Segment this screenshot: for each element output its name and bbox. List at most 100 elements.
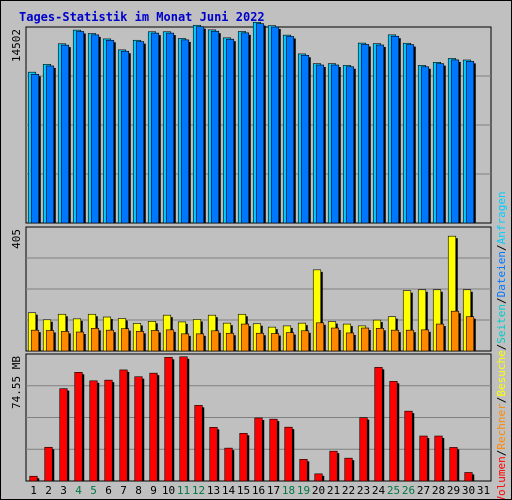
x-tick-label: 31 [477,484,490,497]
bar-rechner-day-16 [255,332,265,352]
bar-volumen-day-19 [299,459,308,482]
bar-volumen-day-13 [209,427,218,482]
bar-volumen-day-29 [449,447,458,482]
bar-rechner-day-27 [420,329,430,352]
bar-dateien-day-17 [270,26,280,224]
bar-volumen-day-3 [59,388,68,482]
bar-dateien-day-21 [330,64,340,224]
legend-sep-5: / [495,244,508,251]
x-tick-label: 13 [207,484,220,497]
x-tick-label: 15 [237,484,250,497]
x-tick-label: 7 [120,484,127,497]
bar-dateien-day-22 [345,66,355,224]
bar-rechner-day-28 [435,323,445,352]
bar-volumen-day-11 [179,356,188,482]
bar-dateien-day-8 [135,41,145,224]
bar-volumen-day-25 [389,381,398,482]
chart-title: Tages-Statistik im Monat Juni 2022 [19,10,265,24]
bar-dateien-day-24 [375,44,385,224]
bar-dateien-day-19 [300,54,310,224]
bar-rechner-day-2 [45,330,55,352]
bar-dateien-day-3 [60,44,70,224]
bar-rechner-day-14 [225,332,235,352]
bar-volumen-day-10 [164,357,173,482]
bar-volumen-day-16 [254,417,263,482]
bar-volumen-day-24 [374,367,383,482]
panel-2: 405 [10,226,492,352]
bar-dateien-day-30 [465,61,475,224]
x-tick-label: 18 [282,484,295,497]
x-tick-label: 16 [252,484,265,497]
legend-sep-3: / [495,344,508,351]
x-tick-label: 21 [327,484,340,497]
x-tick-label: 23 [357,484,370,497]
bar-volumen-day-23 [359,417,368,482]
bar-volumen-day-21 [329,450,338,482]
bar-dateien-day-2 [45,65,55,224]
x-tick-label: 6 [105,484,112,497]
bar-rechner-day-6 [105,329,115,352]
x-tick-label: 22 [342,484,355,497]
bar-volumen-day-7 [119,369,128,482]
x-tick-label: 2 [45,484,52,497]
panel-1: 14502 [10,21,492,224]
legend-rechner: Rechner [495,403,508,450]
bar-rechner-day-20 [315,322,325,352]
bar-rechner-day-3 [60,331,70,352]
side-legend: Volumen/Rechner/Besuche/Seiten/Dateien/A… [495,191,508,499]
x-tick-label: 9 [150,484,157,497]
x-tick-label: 30 [462,484,475,497]
bar-dateien-day-26 [405,44,415,224]
bar-rechner-day-12 [195,333,205,352]
x-axis-day-labels: 1 2 3 4 5 6 7 8 9 10 11 12 13 14 15 16 17 18 19 20 21 22 23 24 2… [30,484,490,497]
bar-volumen-day-1 [29,475,38,482]
bar-rechner-day-21 [330,327,340,352]
bar-volumen-day-8 [134,376,143,482]
x-tick-label: 24 [372,484,386,497]
bar-rechner-day-1 [30,329,40,352]
bar-dateien-day-5 [90,34,100,224]
bar-volumen-day-9 [149,372,158,482]
x-tick-label: 1 [30,484,37,497]
bar-rechner-day-30 [465,316,475,352]
bar-dateien-day-11 [180,39,190,224]
bar-rechner-day-4 [75,331,85,352]
bar-dateien-day-23 [360,44,370,224]
x-tick-label: 14 [222,484,236,497]
bar-dateien-day-4 [75,31,85,224]
bar-dateien-day-7 [120,50,130,224]
x-tick-label: 3 [60,484,67,497]
bar-volumen-day-27 [419,435,428,482]
bar-dateien-day-28 [435,63,445,224]
bar-volumen-day-22 [344,457,353,482]
bar-rechner-day-15 [240,323,250,352]
bar-dateien-day-15 [240,32,250,224]
x-tick-label: 29 [447,484,460,497]
x-tick-label: 26 [402,484,415,497]
bar-volumen-day-18 [284,426,293,482]
bar-rechner-day-24 [375,328,385,352]
bar-volumen-day-12 [194,405,203,482]
panel-2-ylabel: 405 [10,229,23,249]
bar-dateien-day-16 [255,23,265,224]
svg-text:Volumen/Rechner/Besuche/Seiten: Volumen/Rechner/Besuche/Seiten/Dateien/A… [495,191,508,499]
bar-volumen-day-28 [434,435,443,482]
bar-rechner-day-29 [450,310,460,352]
chart-panels: 14502 405 74.55 MB [10,21,492,482]
bar-dateien-day-20 [315,64,325,224]
bar-dateien-day-25 [390,35,400,224]
bar-volumen-day-6 [104,379,113,482]
x-tick-label: 12 [192,484,205,497]
bar-dateien-day-14 [225,38,235,224]
legend-anfragen: Anfragen [495,191,508,244]
x-tick-label: 19 [297,484,310,497]
panel-1-ylabel: 14502 [10,29,23,62]
bar-volumen-day-30 [464,472,473,482]
bar-dateien-day-27 [420,66,430,224]
bar-dateien-day-9 [150,32,160,224]
bar-rechner-day-19 [300,330,310,352]
legend-besuche: Besuche [495,350,508,396]
bar-rechner-day-8 [135,331,145,352]
bar-rechner-day-9 [150,330,160,352]
